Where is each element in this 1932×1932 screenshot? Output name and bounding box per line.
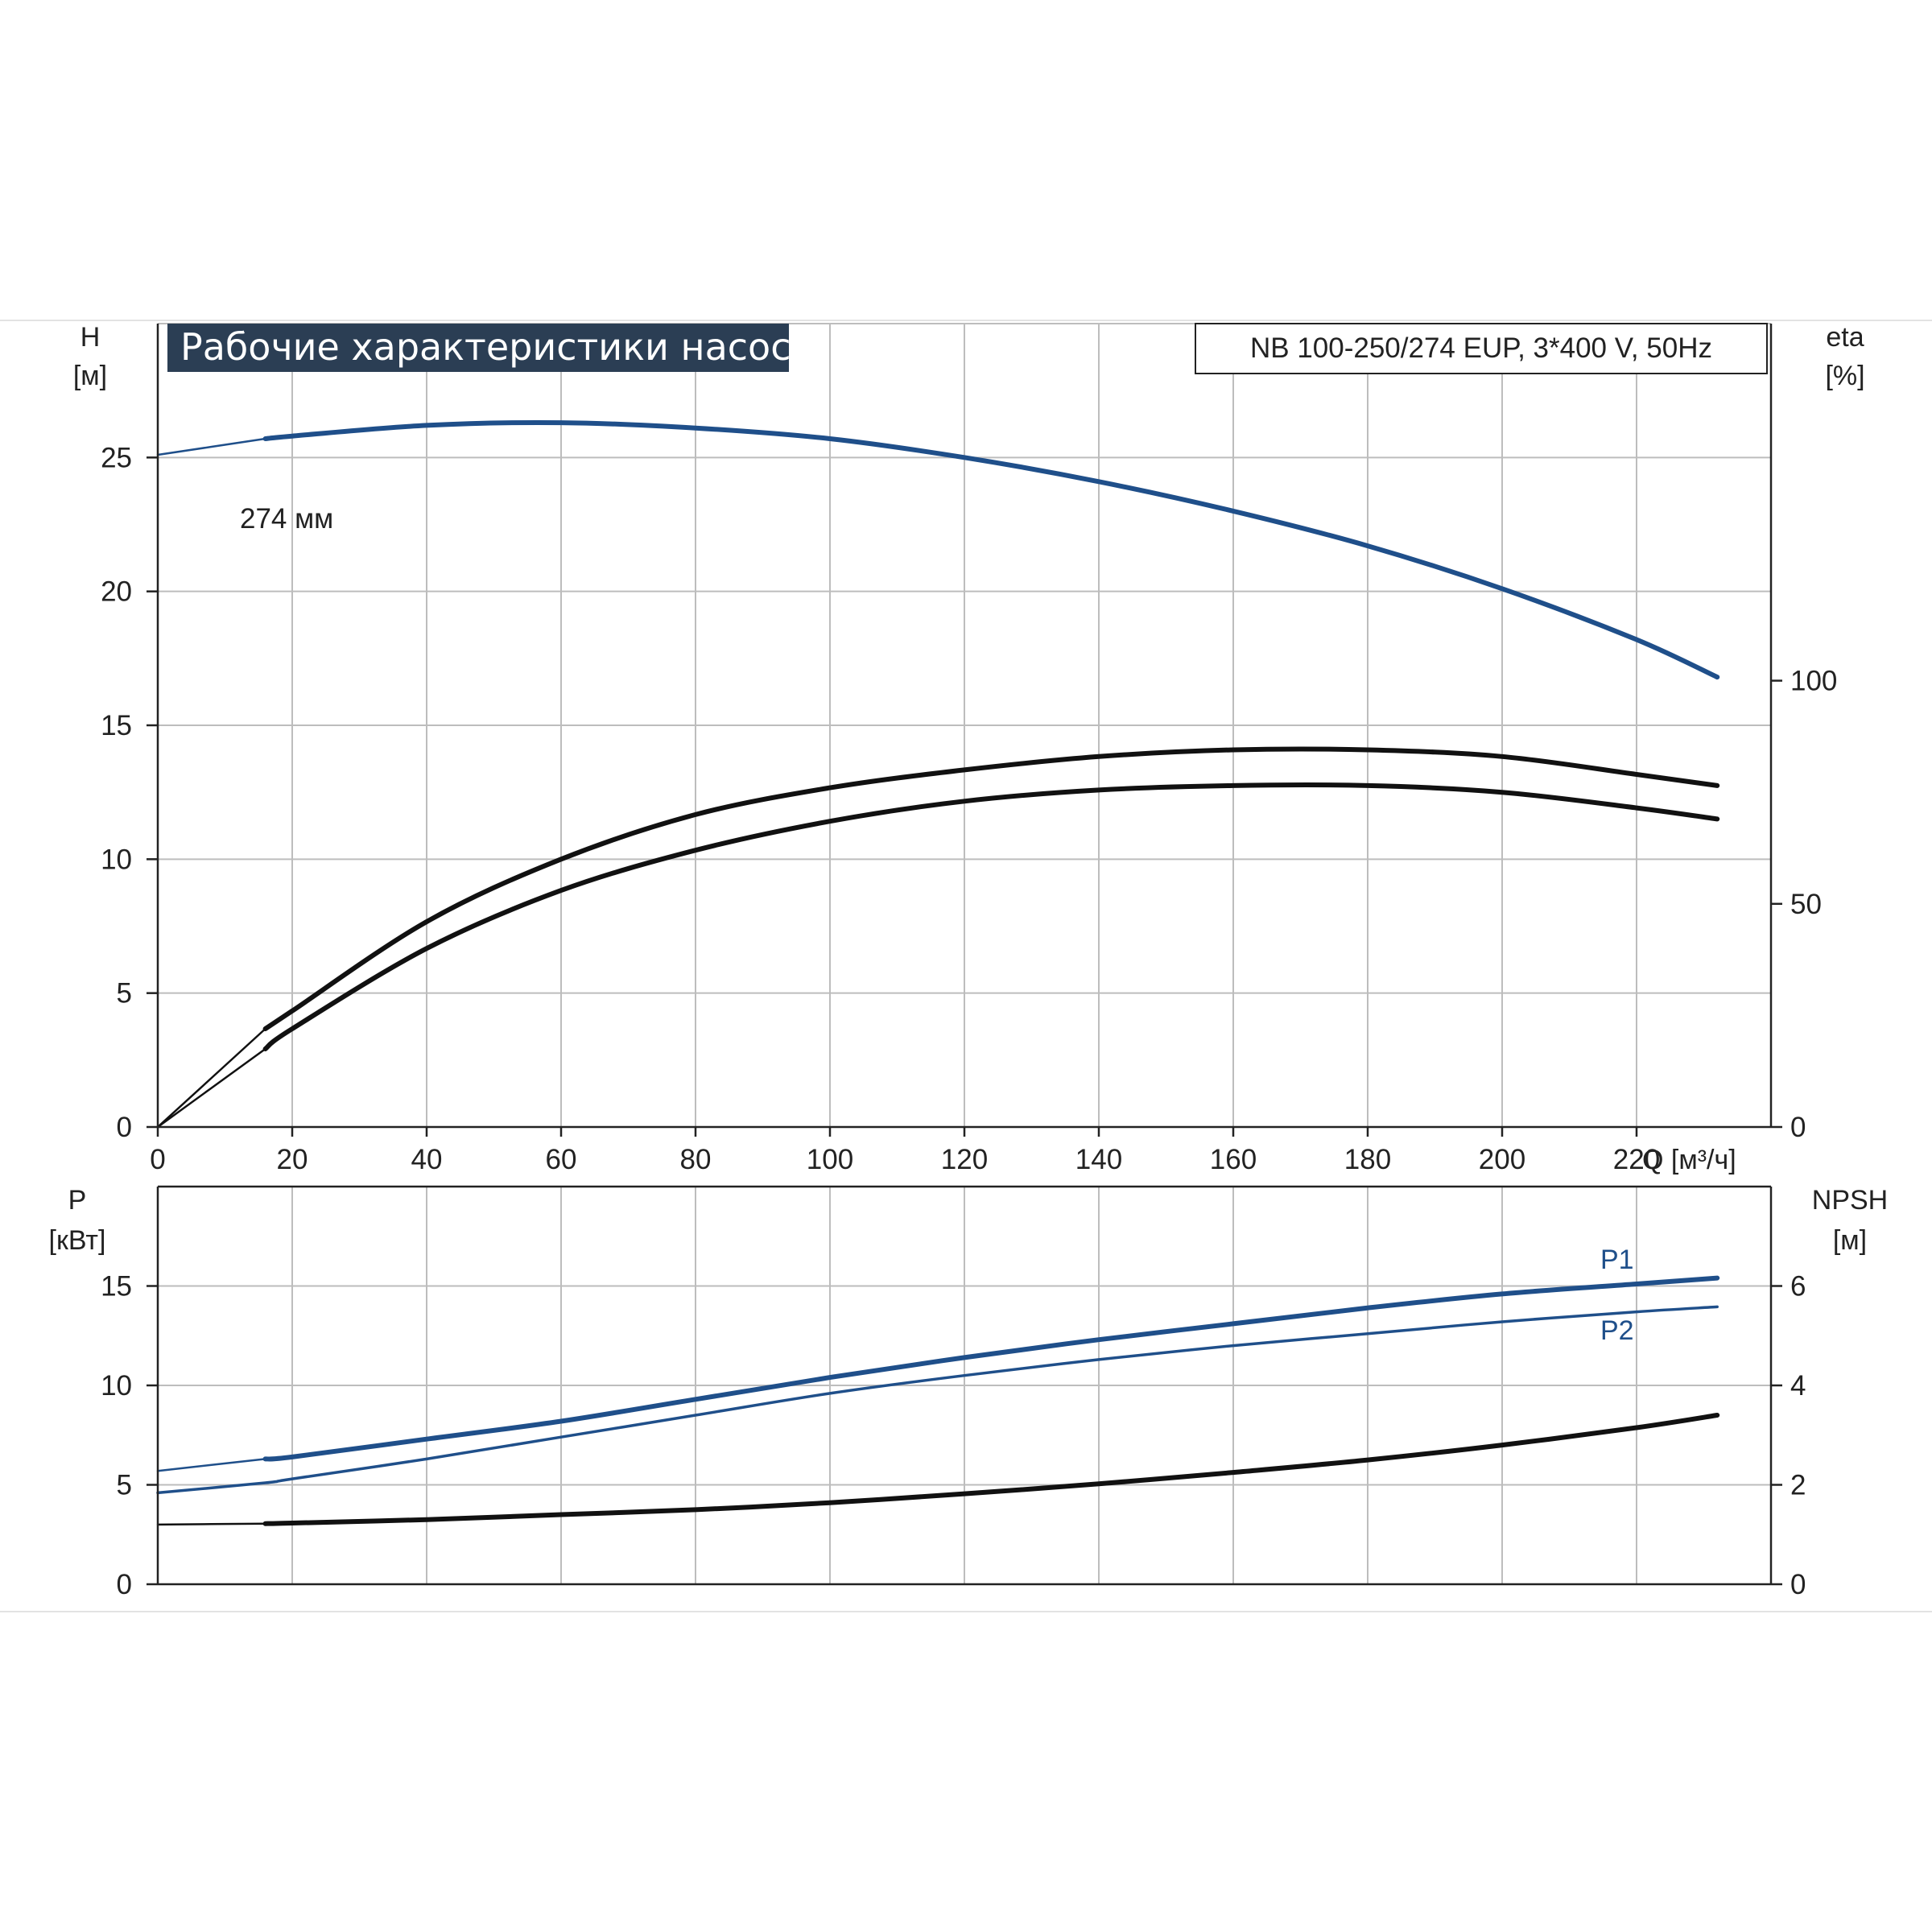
head-tick-label: 0 [117,1112,132,1143]
flow-tick-label: 200 [1479,1144,1525,1175]
npsh-tick-label: 6 [1790,1271,1806,1302]
efficiency-curve-lower-extrapolated-line [156,1047,266,1129]
flow-tick-label: 0 [150,1144,165,1175]
power-tick-label: 15 [101,1271,132,1302]
flow-tick-label: 40 [411,1144,443,1175]
npsh-curve-line [262,1413,1720,1526]
power-axis-unit: [кВт] [49,1225,106,1256]
eta-axis-ticks: 0 50 100 [1771,666,1837,1143]
p1-power-curve-extrapolated-line [156,1458,266,1472]
eta-axis-label: eta [1826,322,1864,353]
flow-tick-label: 60 [546,1144,577,1175]
npsh-tick-label: 0 [1790,1569,1806,1600]
efficiency-curve-upper-line [262,746,1720,1031]
eta-tick-label: 0 [1790,1112,1806,1143]
head-tick-label: 25 [101,442,132,473]
flow-axis-label: Q [м³/ч] [1642,1145,1736,1175]
head-axis-unit: [м] [73,361,107,391]
p2-power-curve-line [156,1305,1719,1495]
flow-tick-label: 20 [277,1144,308,1175]
p1-power-curve-line [262,1275,1720,1462]
head-panel-grid [158,323,1771,1127]
head-axis-ticks: 0 5 10 15 20 25 [101,442,158,1143]
eta-tick-label: 50 [1790,889,1822,920]
flow-tick-label: 180 [1344,1144,1391,1175]
head-efficiency-panel: 0 5 10 15 20 25 0 50 100 0 20 40 60 80 100 120 140 160 1… [73,322,1865,1175]
power-npsh-panel: 0 5 10 15 0 2 4 6 P [кВт] NPSH [м] P1 P2 [49,1185,1889,1600]
head-axis-label: H [80,322,101,353]
flow-tick-label: 100 [807,1144,853,1175]
npsh-axis-label: NPSH [1812,1185,1888,1216]
flow-tick-label: 220 [1613,1144,1660,1175]
head-tick-label: 20 [101,576,132,608]
power-axis-label: P [68,1185,87,1216]
chart-title: Рабочие характеристики насоса [180,325,814,369]
head-curve-line [262,419,1720,680]
npsh-axis-ticks: 0 2 4 6 [1771,1271,1806,1600]
power-axis-ticks: 0 5 10 15 [101,1271,158,1600]
power-panel-grid [158,1187,1771,1584]
flow-tick-label: 160 [1210,1144,1257,1175]
p2-series-label: P2 [1600,1315,1634,1346]
eta-tick-label: 100 [1790,666,1837,697]
npsh-axis-unit: [м] [1833,1225,1867,1256]
efficiency-curve-lower-line [262,782,1720,1051]
model-label: NB 100-250/274 EUP, 3*400 V, 50Hz [1250,332,1712,364]
model-label-box [1195,323,1768,374]
npsh-curve-extrapolated-line [156,1522,266,1526]
impeller-diameter-annotation: 274 мм [240,503,333,535]
head-tick-label: 5 [117,978,132,1009]
efficiency-curve-upper-extrapolated-line [156,1027,266,1129]
power-panel-curves [156,1275,1720,1526]
flow-tick-label: 80 [680,1144,712,1175]
power-tick-label: 5 [117,1470,132,1501]
flow-tick-label: 140 [1075,1144,1122,1175]
flow-axis-ticks: 0 20 40 60 80 100 120 140 160 180 200 220 [150,1127,1660,1175]
eta-axis-unit: [%] [1825,361,1864,391]
head-panel-curves [156,419,1720,1129]
npsh-tick-label: 4 [1790,1370,1806,1402]
head-tick-label: 10 [101,844,132,875]
flow-tick-label: 120 [941,1144,988,1175]
npsh-tick-label: 2 [1790,1470,1806,1501]
head-curve-extrapolated-line [156,437,266,456]
power-tick-label: 0 [117,1569,132,1600]
head-tick-label: 15 [101,710,132,741]
power-tick-label: 10 [101,1370,132,1402]
p1-series-label: P1 [1600,1245,1634,1275]
chart-title-box [167,324,789,372]
